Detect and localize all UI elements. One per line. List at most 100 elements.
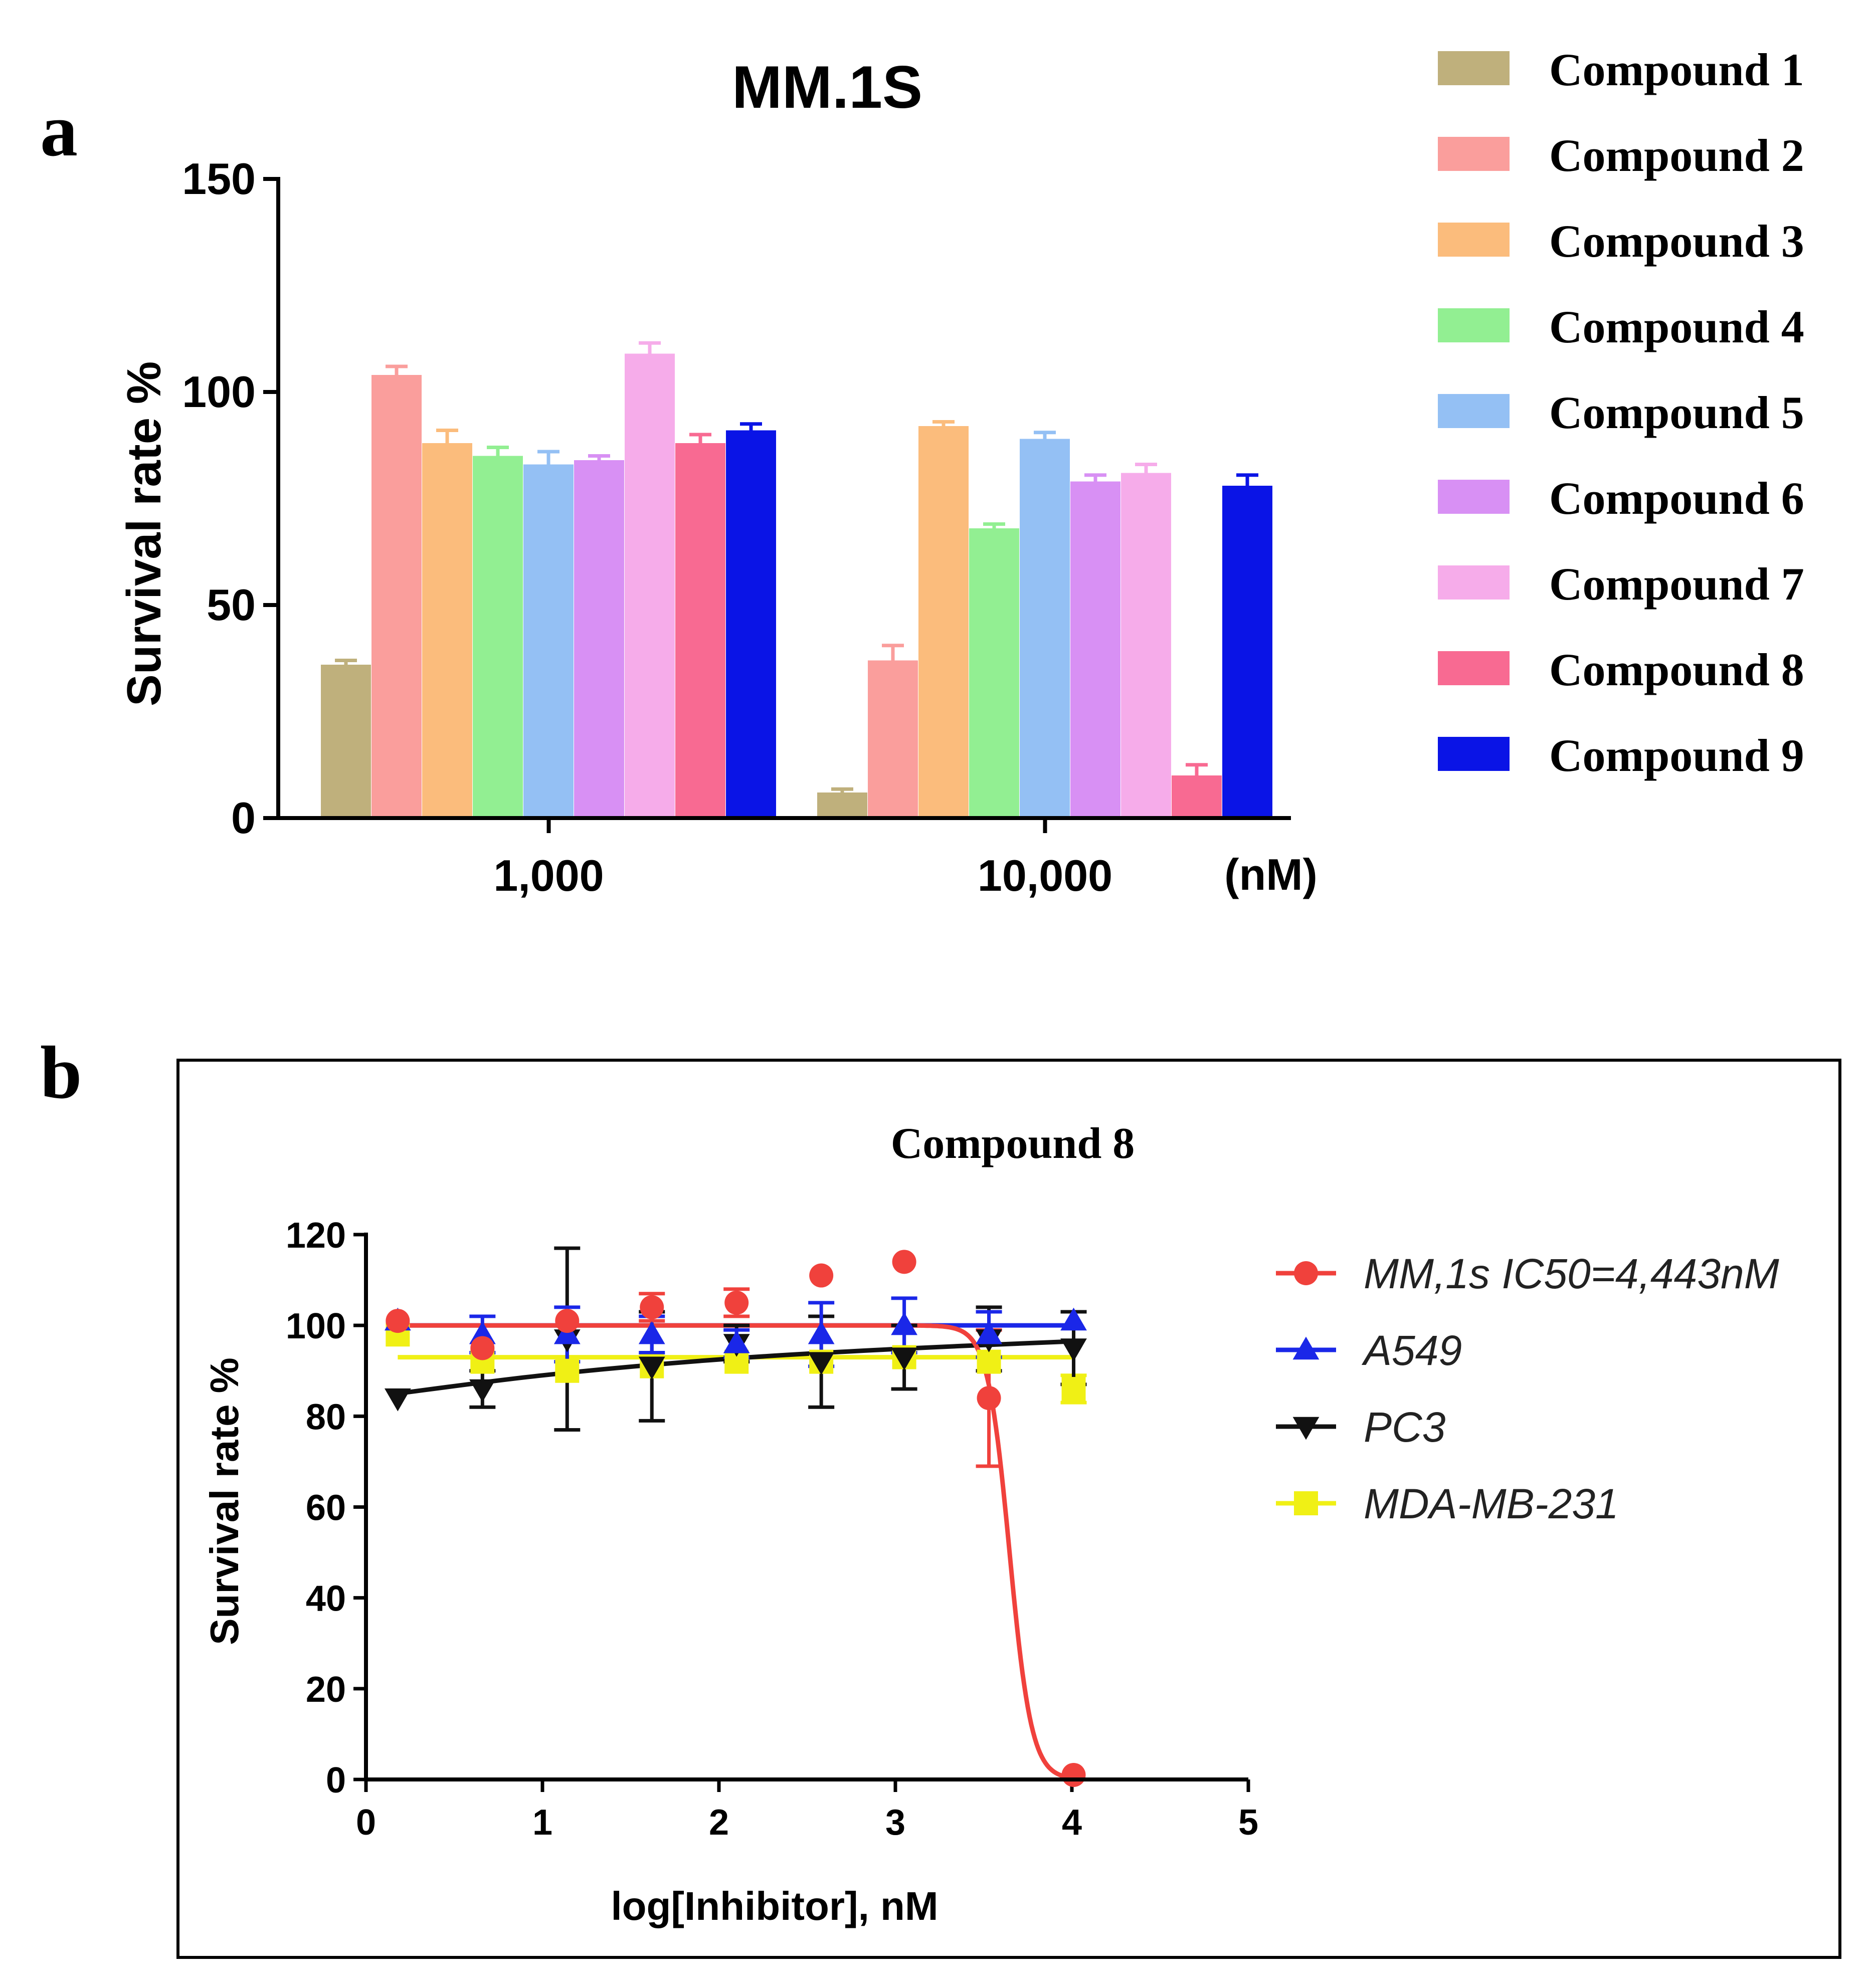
point-mm-1s-ic50-4-443nm-5 bbox=[809, 1263, 834, 1288]
error-bar-compound-7-10-000 bbox=[1135, 463, 1157, 473]
legend-label-compound-1: Compound 1 bbox=[1549, 44, 1804, 95]
x-tick-label-10-000: 10,000 bbox=[978, 851, 1112, 900]
legend-swatch-compound-6 bbox=[1438, 480, 1510, 514]
bar-chart-legend: Compound 1 Compound 2 Compound 3 Compound 4… bbox=[1438, 44, 1804, 781]
legend-marker-pc3 bbox=[1292, 1417, 1320, 1440]
error-bar-compound-4-1-000 bbox=[487, 446, 509, 456]
point-mm-1s-ic50-4-443nm-4 bbox=[724, 1290, 749, 1315]
error-bar-compound-1-10-000 bbox=[831, 787, 853, 792]
point-mm-1s-ic50-4-443nm-2 bbox=[555, 1309, 580, 1333]
error-bar-compound-6-10-000 bbox=[1084, 473, 1106, 482]
legend-label-mm-1s-ic50-4-443nm: MM,1s IC50=4,443nM bbox=[1364, 1250, 1779, 1297]
error-bar-compound-8-1-000 bbox=[689, 433, 711, 443]
b-x-tick-label-2: 2 bbox=[709, 1803, 729, 1843]
error-bar-compound-9-1-000 bbox=[740, 422, 762, 431]
bar-chart-axes bbox=[276, 177, 1291, 820]
dose-response-legend: MM,1s IC50=4,443nM A549 PC3 MDA-MB-231 bbox=[1276, 1250, 1779, 1527]
bar-compound-7-10-000 bbox=[1121, 473, 1171, 818]
b-x-tick-label-5: 5 bbox=[1238, 1803, 1258, 1843]
point-a549-5 bbox=[808, 1321, 835, 1344]
bar-compound-8-10-000 bbox=[1172, 775, 1222, 818]
point-pc3-5 bbox=[808, 1352, 835, 1375]
point-mm-1s-ic50-4-443nm-7 bbox=[977, 1386, 1001, 1411]
x-tick-label-1-000: 1,000 bbox=[493, 851, 604, 900]
bar-compound-1-1-000 bbox=[321, 665, 371, 818]
legend-swatch-compound-3 bbox=[1438, 223, 1510, 257]
point-mda-mb-231-7 bbox=[977, 1349, 1001, 1374]
bar-compound-9-10-000 bbox=[1222, 486, 1272, 818]
point-mm-1s-ic50-4-443nm-1 bbox=[470, 1336, 495, 1360]
point-mm-1s-ic50-4-443nm-3 bbox=[640, 1295, 664, 1319]
legend-marker-a549 bbox=[1292, 1336, 1320, 1360]
legend-swatch-compound-1 bbox=[1438, 51, 1510, 85]
point-mda-mb-231-2 bbox=[555, 1358, 580, 1383]
bar-compound-8-1-000 bbox=[675, 443, 725, 818]
dose-response-frame bbox=[176, 1059, 1841, 1959]
panel-letter-b: b bbox=[40, 1031, 82, 1114]
dose-response-panel: Compound 8 Survival rate % log[Inhibitor… bbox=[202, 1119, 1779, 1928]
b-y-tick-label-40: 40 bbox=[306, 1579, 346, 1619]
y-tick-label-0: 0 bbox=[231, 793, 256, 843]
panel-letter-a: a bbox=[40, 89, 78, 172]
error-bar-compound-3-10-000 bbox=[932, 420, 955, 426]
bar-compound-6-10-000 bbox=[1070, 481, 1120, 818]
bar-compound-2-10-000 bbox=[868, 660, 918, 818]
legend-swatch-compound-5 bbox=[1438, 394, 1510, 428]
legend-marker-mda-mb-231 bbox=[1294, 1491, 1318, 1515]
legend-label-compound-2: Compound 2 bbox=[1549, 130, 1804, 181]
point-a549-6 bbox=[891, 1312, 917, 1335]
point-a549-8 bbox=[1060, 1307, 1087, 1331]
bar-compound-5-10-000 bbox=[1020, 439, 1070, 818]
error-bar-compound-4-10-000 bbox=[983, 522, 1005, 528]
error-bar-compound-6-1-000 bbox=[588, 454, 610, 460]
bar-compound-5-1-000 bbox=[523, 464, 574, 818]
legend-label-compound-5: Compound 5 bbox=[1549, 387, 1804, 438]
fit-line-mm-1s-ic50-4-443nm bbox=[398, 1323, 1074, 1780]
legend-label-compound-8: Compound 8 bbox=[1549, 644, 1804, 695]
bar-chart-x-ticks: 1,000 10,000 bbox=[493, 818, 1112, 900]
point-mm-1s-ic50-4-443nm-6 bbox=[892, 1250, 916, 1274]
legend-label-a549: A549 bbox=[1361, 1327, 1462, 1374]
legend-label-compound-9: Compound 9 bbox=[1549, 730, 1804, 781]
b-x-tick-label-4: 4 bbox=[1062, 1803, 1082, 1843]
b-x-tick-label-3: 3 bbox=[885, 1803, 905, 1843]
bar-chart-y-ticks: 0 50 100 150 bbox=[182, 154, 278, 843]
b-y-tick-label-0: 0 bbox=[326, 1760, 346, 1801]
bar-compound-3-10-000 bbox=[918, 426, 969, 818]
b-y-tick-label-60: 60 bbox=[306, 1488, 346, 1528]
error-bar-compound-9-10-000 bbox=[1236, 473, 1258, 486]
point-pc3-8 bbox=[1060, 1338, 1087, 1361]
bar-compound-7-1-000 bbox=[625, 353, 675, 818]
legend-swatch-compound-4 bbox=[1438, 308, 1510, 342]
legend-label-compound-7: Compound 7 bbox=[1549, 558, 1804, 610]
error-bar-compound-2-1-000 bbox=[386, 364, 408, 375]
legend-swatch-compound-8 bbox=[1438, 651, 1510, 685]
y-tick-label-150: 150 bbox=[182, 154, 256, 204]
point-mm-1s-ic50-4-443nm-8 bbox=[1061, 1762, 1086, 1787]
bar-compound-4-10-000 bbox=[969, 528, 1019, 818]
bar-compound-2-1-000 bbox=[371, 375, 422, 818]
dose-response-fit-lines bbox=[397, 1323, 1074, 1780]
bar-chart-ylabel: Survival rate % bbox=[117, 361, 171, 706]
dose-response-axes bbox=[364, 1233, 1248, 1781]
point-pc3-3 bbox=[638, 1356, 665, 1380]
legend-label-pc3: PC3 bbox=[1364, 1404, 1445, 1451]
dose-response-title: Compound 8 bbox=[891, 1119, 1135, 1168]
b-y-tick-label-120: 120 bbox=[286, 1216, 346, 1256]
b-y-tick-label-20: 20 bbox=[306, 1670, 346, 1710]
b-y-tick-label-100: 100 bbox=[286, 1306, 346, 1346]
legend-label-compound-6: Compound 6 bbox=[1549, 473, 1804, 524]
point-a549-7 bbox=[976, 1321, 1002, 1344]
point-mda-mb-231-8 bbox=[1061, 1376, 1086, 1401]
legend-marker-mm-1s-ic50-4-443nm bbox=[1294, 1261, 1318, 1285]
point-pc3-6 bbox=[891, 1347, 917, 1370]
bar-chart-bars bbox=[321, 353, 1272, 818]
bar-compound-4-1-000 bbox=[473, 456, 523, 818]
legend-swatch-compound-7 bbox=[1438, 565, 1510, 600]
error-bar-compound-3-1-000 bbox=[436, 429, 458, 443]
error-bar-compound-8-10-000 bbox=[1186, 763, 1208, 775]
error-bar-compound-1-1-000 bbox=[335, 659, 357, 665]
b-x-tick-label-1: 1 bbox=[532, 1803, 552, 1843]
error-bar-compound-7-1-000 bbox=[639, 341, 661, 354]
